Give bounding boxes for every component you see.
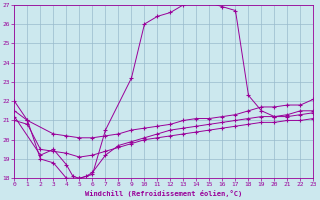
- X-axis label: Windchill (Refroidissement éolien,°C): Windchill (Refroidissement éolien,°C): [85, 190, 243, 197]
